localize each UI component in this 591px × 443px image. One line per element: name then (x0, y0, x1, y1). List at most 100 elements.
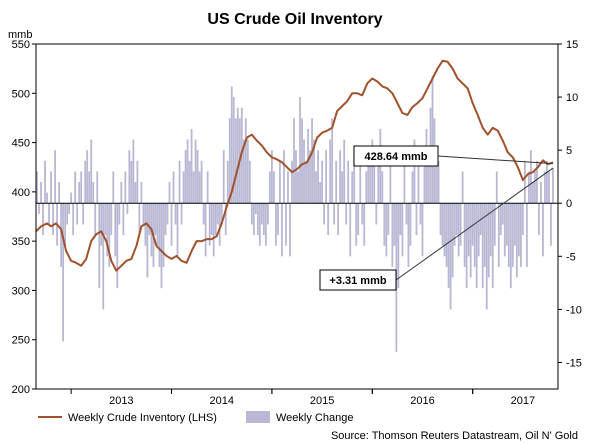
x-tick-label: 2013 (109, 395, 133, 407)
weekly-change-bar (544, 171, 546, 204)
weekly-change-bar (80, 171, 83, 204)
weekly-change-bar (367, 150, 370, 204)
weekly-change-bar (160, 203, 163, 289)
weekly-change-bar (204, 203, 207, 257)
weekly-change-bar (279, 160, 281, 204)
callout-box (319, 269, 397, 291)
weekly-change-bar (70, 192, 73, 204)
weekly-change-bar (317, 150, 319, 204)
weekly-change-bar (287, 171, 289, 204)
weekly-change-bar (399, 203, 402, 236)
weekly-change-bar (403, 150, 406, 204)
weekly-change-bar (84, 160, 87, 204)
weekly-change-bar (383, 203, 386, 246)
weekly-change-bar (532, 182, 534, 204)
weekly-change-bar (142, 203, 145, 225)
weekly-change-bar (321, 160, 323, 204)
weekly-change-bar (459, 203, 462, 246)
weekly-change-bar (341, 171, 344, 204)
weekly-change-bar (457, 203, 460, 257)
weekly-change-bar (60, 203, 62, 267)
weekly-change-bar (273, 171, 275, 204)
weekly-change-bar (513, 203, 516, 246)
right-tick-label: -15 (566, 357, 582, 369)
weekly-change-bar (461, 171, 464, 204)
weekly-change-bar (493, 203, 496, 246)
weekly-change-bar (421, 203, 424, 257)
legend-label-inventory: Weekly Crude Inventory (LHS) (68, 412, 217, 424)
legend-label-change: Weekly Change (276, 412, 353, 424)
weekly-change-bar (377, 160, 380, 204)
weekly-change-bar (281, 203, 283, 257)
weekly-change-bar (188, 160, 191, 204)
weekly-change-bar (550, 203, 552, 246)
inventory-line (35, 59, 554, 272)
weekly-change-bar (190, 128, 193, 204)
weekly-change-bar (309, 150, 311, 204)
weekly-change-bar (200, 160, 203, 204)
weekly-change-bar (295, 150, 297, 204)
callout-box (353, 145, 439, 167)
weekly-change-bar (475, 203, 478, 289)
weekly-change-bar (285, 203, 287, 246)
legend: Weekly Crude Inventory (LHS) Weekly Chan… (38, 411, 353, 424)
weekly-change-bar (120, 182, 123, 204)
weekly-change-bar (44, 160, 46, 204)
left-tick-label: 350 (12, 236, 30, 248)
weekly-change-bar (319, 182, 321, 204)
weekly-change-bar (166, 203, 169, 225)
weekly-change-bar (136, 160, 139, 204)
weekly-change-bar (291, 160, 293, 204)
weekly-change-bar (216, 203, 219, 225)
weekly-change-bar (283, 150, 285, 204)
weekly-change-bar (542, 203, 544, 257)
weekly-change-bar (401, 203, 404, 257)
weekly-change-bar (192, 171, 195, 204)
weekly-change-bar (449, 203, 452, 310)
weekly-change-bar (349, 203, 352, 257)
weekly-change-bar (54, 150, 56, 204)
weekly-change-bar (38, 203, 40, 214)
weekly-change-bar (407, 203, 410, 267)
weekly-change-bar (196, 150, 199, 204)
weekly-change-bar (42, 203, 44, 236)
weekly-change-bar (327, 203, 330, 236)
weekly-change-bar (112, 171, 115, 204)
callout-label: 428.64 mmb (365, 151, 428, 163)
weekly-change-bar (375, 203, 378, 225)
left-tick-label: 500 (12, 88, 30, 100)
weekly-change-bar (228, 118, 231, 204)
weekly-change-bar (164, 203, 167, 236)
weekly-change-bar (536, 160, 538, 204)
weekly-change-bar (128, 150, 131, 204)
weekly-change-bar (64, 203, 67, 246)
weekly-change-bar (473, 203, 476, 267)
weekly-change-bar (337, 203, 340, 236)
legend-bar-swatch (246, 411, 270, 423)
left-tick-label: 550 (12, 39, 30, 51)
weekly-change-bar (365, 171, 368, 204)
weekly-change-bar (453, 203, 456, 246)
weekly-change-bar (46, 192, 48, 204)
right-tick-label: 0 (566, 198, 572, 210)
plot-frame (35, 43, 559, 390)
x-tick-label: 2014 (209, 395, 233, 407)
weekly-change-bar (40, 182, 42, 204)
weekly-change-bar (186, 139, 189, 204)
weekly-change-bar (96, 171, 99, 204)
weekly-change-bar (345, 203, 348, 225)
weekly-change-bar (509, 203, 512, 289)
weekly-change-bar (140, 182, 143, 204)
weekly-change-bar (413, 139, 416, 204)
weekly-change-bar (220, 203, 223, 225)
weekly-change-bar (397, 203, 400, 289)
weekly-change-bar (495, 171, 498, 204)
weekly-change-bar (387, 203, 390, 236)
left-tick-label: 400 (12, 187, 30, 199)
weekly-change-bar (88, 171, 91, 204)
callout-leader (395, 167, 554, 281)
weekly-change-bar (90, 139, 93, 204)
weekly-change-bar (393, 203, 396, 246)
weekly-change-bar (82, 203, 85, 225)
